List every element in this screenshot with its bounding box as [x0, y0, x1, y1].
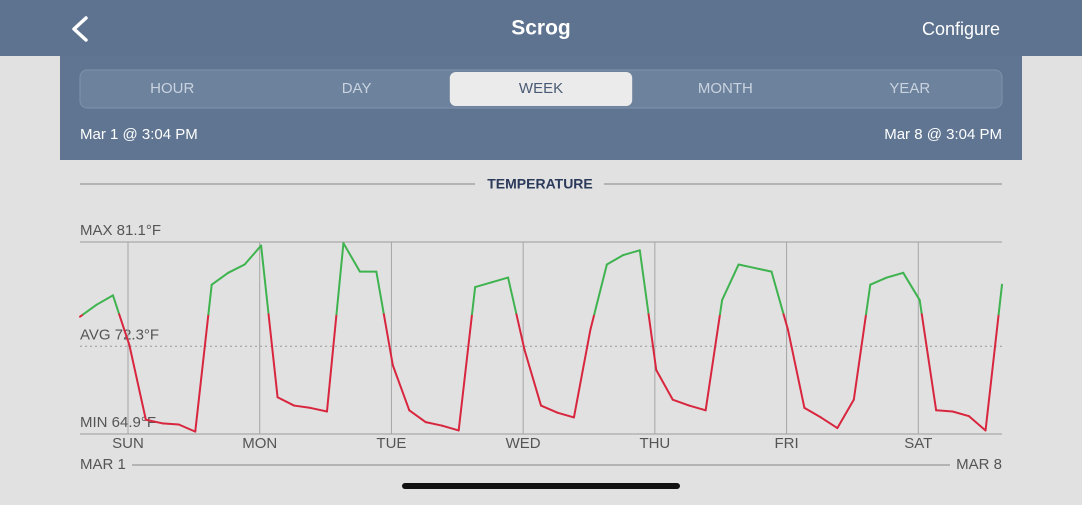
- temperature-line: [128, 344, 147, 421]
- temperature-line: [589, 313, 596, 331]
- temperature-line: [375, 270, 385, 316]
- temperature-line: [782, 313, 789, 331]
- temperature-line: [885, 271, 905, 279]
- temperature-line: [737, 263, 757, 270]
- temperature-line: [177, 423, 197, 433]
- temperature-line: [869, 276, 888, 286]
- temperature-line: [210, 271, 230, 286]
- x-tick-label: MON: [242, 435, 277, 452]
- y-tick-label: AVG 72.3°F: [80, 326, 159, 343]
- temperature-line: [704, 313, 721, 412]
- temperature-line: [424, 421, 444, 427]
- temperature-line: [267, 313, 279, 399]
- temperature-line: [593, 263, 608, 316]
- temperature-line: [556, 411, 575, 419]
- temperature-line: [786, 328, 806, 409]
- selected-tab: [449, 72, 633, 106]
- temperature-line: [655, 369, 674, 401]
- temperature-line: [325, 313, 338, 413]
- temperature-line: [865, 283, 872, 316]
- temperature-line: [194, 313, 210, 433]
- temperature-line: [490, 276, 510, 284]
- temperature-line: [920, 313, 938, 412]
- temperature-line: [507, 276, 518, 316]
- tab[interactable]: DAY: [342, 80, 372, 97]
- temperature-line: [408, 409, 427, 424]
- temperature-line: [605, 254, 625, 266]
- temperature-line: [523, 348, 542, 407]
- temperature-line: [935, 409, 954, 413]
- temperature-line: [227, 263, 246, 274]
- temperature-line: [638, 249, 650, 316]
- temperature-line: [836, 398, 855, 430]
- tab[interactable]: HOUR: [150, 80, 194, 97]
- temperature-line: [144, 418, 164, 425]
- temperature-line: [770, 270, 785, 316]
- temperature-line: [391, 364, 411, 412]
- temperature-line: [95, 294, 114, 306]
- temperature-line: [984, 313, 1000, 432]
- back-button[interactable]: [72, 16, 88, 42]
- range-start: Mar 1 @ 3:04 PM: [80, 126, 198, 143]
- range-end: Mar 8 @ 3:04 PM: [884, 126, 1002, 143]
- home-indicator: [402, 483, 680, 489]
- temperature-line: [803, 406, 822, 419]
- temperature-line: [471, 286, 477, 316]
- temperature-line: [718, 299, 724, 316]
- temperature-line: [441, 424, 460, 432]
- temperature-line: [82, 303, 98, 316]
- temperature-line: [647, 313, 658, 371]
- temperature-line: [382, 313, 394, 367]
- x-end-label: MAR 8: [956, 456, 1002, 473]
- temperature-line: [754, 267, 773, 273]
- x-start-label: MAR 1: [80, 456, 126, 473]
- temperature-line: [968, 415, 987, 432]
- tab[interactable]: WEEK: [519, 80, 563, 97]
- temperature-line: [335, 242, 345, 316]
- temperature-line: [309, 406, 328, 413]
- temperature-line: [457, 313, 474, 432]
- temperature-line: [721, 263, 740, 302]
- temperature-line: [572, 328, 592, 419]
- temperature-line: [852, 313, 868, 401]
- temperature-line: [118, 313, 131, 347]
- nav-bar: [0, 0, 1082, 56]
- temperature-line: [260, 244, 270, 316]
- temperature-line: [902, 271, 921, 302]
- x-tick-label: FRI: [774, 435, 798, 452]
- temperature-line: [207, 283, 213, 316]
- chart-title: TEMPERATURE: [487, 176, 593, 192]
- temperature-line: [540, 404, 559, 414]
- temperature-line: [515, 313, 526, 351]
- tab[interactable]: YEAR: [889, 80, 930, 97]
- temperature-line: [688, 404, 707, 412]
- y-tick-label: MAX 81.1°F: [80, 222, 161, 239]
- x-tick-label: WED: [506, 435, 541, 452]
- temperature-line: [671, 398, 691, 407]
- temperature-line: [161, 422, 180, 426]
- x-tick-label: SUN: [112, 435, 144, 452]
- temperature-line: [819, 416, 839, 430]
- temperature-line: [997, 283, 1003, 316]
- page-title: Scrog: [511, 17, 571, 40]
- temperature-line: [342, 242, 361, 273]
- temperature-line: [293, 404, 312, 409]
- temperature-line: [243, 244, 263, 266]
- tab[interactable]: MONTH: [698, 80, 753, 97]
- x-tick-label: SAT: [904, 435, 932, 452]
- temperature-line: [111, 294, 121, 316]
- temperature-line: [474, 281, 493, 289]
- temperature-line: [276, 396, 296, 407]
- temperature-line: [918, 299, 923, 316]
- temperature-line: [622, 249, 641, 257]
- y-tick-label: MIN 64.9°F: [80, 414, 156, 431]
- x-tick-label: TUE: [376, 435, 406, 452]
- x-tick-label: THU: [639, 435, 670, 452]
- configure-button[interactable]: Configure: [922, 19, 1000, 39]
- temperature-line: [951, 410, 971, 418]
